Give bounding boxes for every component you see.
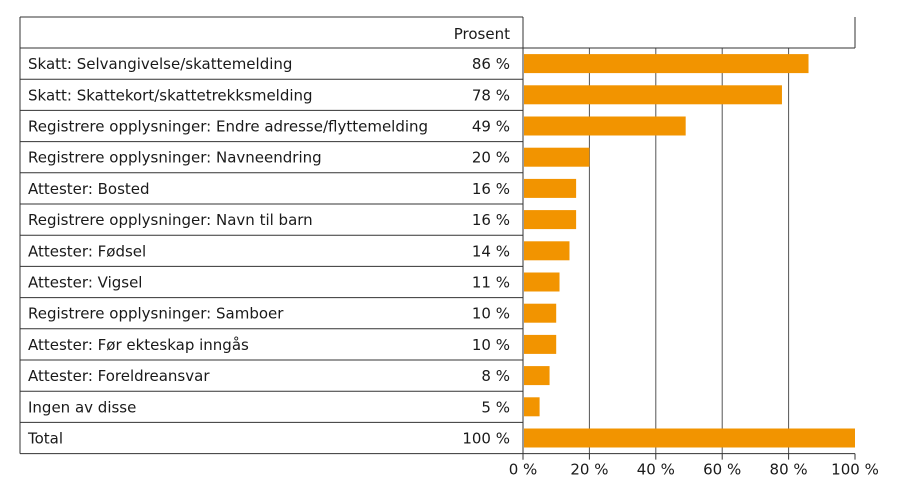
value-label: 16 % — [472, 180, 510, 198]
category-label: Registrere opplysninger: Navneendring — [28, 149, 322, 167]
tick-label: 0 % — [509, 461, 538, 479]
bar — [524, 178, 577, 198]
tick-label: 80 % — [770, 461, 808, 479]
value-label: 11 % — [472, 274, 510, 292]
category-label: Registrere opplysninger: Navn til barn — [28, 211, 313, 229]
bar — [524, 116, 686, 136]
category-label: Skatt: Skattekort/skattetrekksmelding — [28, 86, 313, 104]
bar — [524, 366, 550, 386]
category-label: Total — [27, 430, 63, 448]
value-label: 100 % — [462, 430, 510, 448]
category-label: Attester: Foreldreansvar — [28, 367, 210, 385]
bar — [524, 397, 540, 417]
bar — [524, 303, 557, 323]
value-label: 14 % — [472, 242, 510, 260]
bar — [524, 210, 577, 230]
category-label: Attester: Fødsel — [28, 242, 146, 260]
bar — [524, 428, 855, 448]
category-label: Attester: Før ekteskap inngås — [28, 336, 249, 354]
value-label: 10 % — [472, 305, 510, 323]
category-label: Attester: Bosted — [28, 180, 150, 198]
tick-label: 100 % — [831, 461, 879, 479]
tick-label: 20 % — [570, 461, 608, 479]
bar — [524, 272, 560, 292]
value-label: 5 % — [481, 398, 510, 416]
bar — [524, 241, 570, 261]
tick-label: 60 % — [703, 461, 741, 479]
category-label: Registrere opplysninger: Endre adresse/f… — [28, 118, 428, 136]
value-label: 20 % — [472, 149, 510, 167]
bar — [524, 334, 557, 354]
category-label: Registrere opplysninger: Samboer — [28, 305, 284, 323]
value-label: 49 % — [472, 118, 510, 136]
bar — [524, 54, 809, 74]
value-label: 16 % — [472, 211, 510, 229]
value-label: 10 % — [472, 336, 510, 354]
tick-label: 40 % — [637, 461, 675, 479]
value-label: 78 % — [472, 86, 510, 104]
column-header: Prosent — [454, 25, 510, 43]
value-label: 8 % — [481, 367, 510, 385]
category-label: Ingen av disse — [28, 398, 136, 416]
category-label: Skatt: Selvangivelse/skattemelding — [28, 55, 292, 73]
value-label: 86 % — [472, 55, 510, 73]
bar — [524, 147, 590, 167]
category-label: Attester: Vigsel — [28, 274, 142, 292]
bar — [524, 85, 782, 105]
